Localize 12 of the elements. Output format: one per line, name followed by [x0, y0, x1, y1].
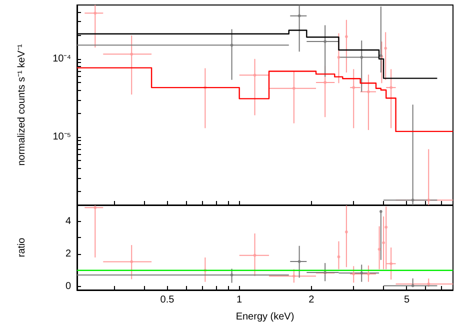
y-tick-label: 0: [65, 281, 72, 292]
x-tick-label: 2: [308, 294, 315, 306]
x-tick-label: 1: [236, 294, 243, 306]
y-tick-label: 10⁻⁴: [52, 53, 71, 64]
y-tick-label: 4: [65, 216, 72, 227]
y-axis-title: normalized counts s⁻¹ keV⁻¹: [16, 44, 28, 166]
y-tick-label: 10⁻⁵: [52, 132, 71, 143]
y-tick-label: 2: [65, 248, 72, 260]
x-tick-label: 0.5: [160, 294, 175, 306]
y-axis-title: ratio: [16, 237, 28, 258]
x-axis-title: Energy (keV): [236, 312, 294, 322]
x-tick-label: 5: [404, 294, 410, 306]
